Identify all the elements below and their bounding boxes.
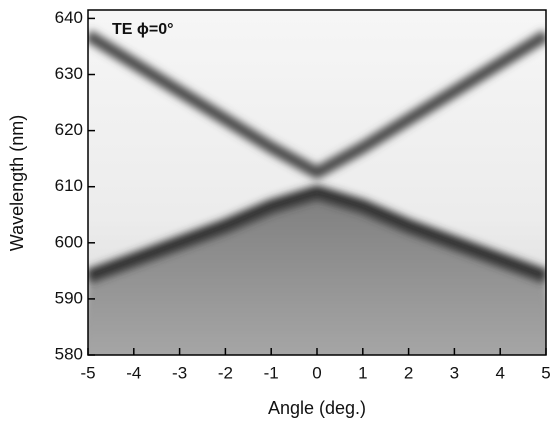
x-tick-label: 2 <box>404 363 413 382</box>
band <box>88 185 546 284</box>
plot-area <box>88 30 546 355</box>
y-tick-label: 580 <box>55 344 83 363</box>
y-tick-label: 620 <box>55 120 83 139</box>
band <box>88 30 546 179</box>
annotation: TE ϕ=0° <box>112 21 174 38</box>
x-tick-label: 5 <box>541 363 550 382</box>
x-tick-label: -4 <box>126 363 141 382</box>
x-tick-label: 3 <box>450 363 459 382</box>
x-tick-label: -5 <box>80 363 95 382</box>
x-tick-label: 4 <box>495 363 504 382</box>
x-tick-label: -3 <box>172 363 187 382</box>
x-axis-label: Angle (deg.) <box>268 398 366 418</box>
y-axis-label: Wavelength (nm) <box>7 115 27 251</box>
y-tick-label: 590 <box>55 288 83 307</box>
x-tick-label: 1 <box>358 363 367 382</box>
x-tick-label: -1 <box>264 363 279 382</box>
lower-region <box>88 192 546 355</box>
x-tick-label: -2 <box>218 363 233 382</box>
y-tick-label: 640 <box>55 8 83 27</box>
y-tick-label: 610 <box>55 176 83 195</box>
x-tick-label: 0 <box>312 363 321 382</box>
y-tick-label: 600 <box>55 232 83 251</box>
y-tick-label: 630 <box>55 64 83 83</box>
